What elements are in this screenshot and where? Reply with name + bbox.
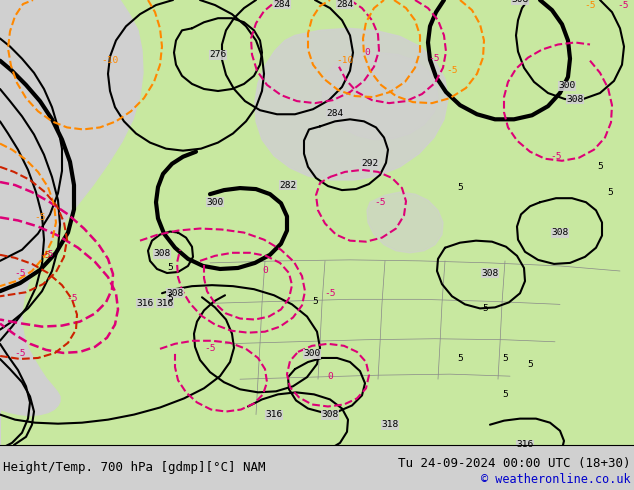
Text: 5: 5 (457, 354, 463, 364)
Text: 0: 0 (327, 371, 333, 381)
Text: 316: 316 (157, 299, 174, 308)
Text: 300: 300 (207, 198, 224, 207)
Text: 284: 284 (337, 0, 354, 8)
Text: 282: 282 (280, 180, 297, 190)
Text: -5: -5 (374, 198, 385, 207)
Text: -5: -5 (14, 349, 26, 358)
Text: 5: 5 (482, 304, 488, 313)
Text: -5: -5 (66, 294, 78, 303)
Text: 284: 284 (273, 0, 290, 8)
Text: -5: -5 (618, 0, 629, 10)
Text: 5: 5 (167, 264, 173, 272)
Text: -5: -5 (204, 344, 216, 353)
Text: 318: 318 (382, 420, 399, 429)
Text: 308: 308 (153, 249, 171, 258)
Text: 284: 284 (327, 109, 344, 118)
Text: -5: -5 (585, 0, 596, 10)
Text: © weatheronline.co.uk: © weatheronline.co.uk (481, 473, 631, 486)
Text: 316: 316 (266, 410, 283, 419)
Text: 5: 5 (502, 390, 508, 399)
Text: 308: 308 (512, 0, 529, 4)
Text: Tu 24-09-2024 00:00 UTC (18+30): Tu 24-09-2024 00:00 UTC (18+30) (398, 457, 631, 469)
Text: -10: -10 (101, 56, 119, 65)
Text: 316: 316 (136, 299, 153, 308)
Text: 0: 0 (364, 48, 370, 57)
Text: -5: -5 (550, 152, 562, 161)
Text: 0: 0 (262, 267, 268, 275)
Text: Height/Temp. 700 hPa [gdmp][°C] NAM: Height/Temp. 700 hPa [gdmp][°C] NAM (3, 461, 266, 474)
Polygon shape (0, 0, 634, 445)
Polygon shape (367, 192, 443, 253)
Text: 5: 5 (527, 360, 533, 368)
Text: 300: 300 (304, 349, 321, 358)
Text: -5: -5 (14, 269, 26, 277)
Text: -5: -5 (42, 250, 54, 259)
Text: 5: 5 (597, 162, 603, 171)
Text: 5: 5 (457, 183, 463, 192)
Text: 316: 316 (516, 441, 534, 449)
Text: 5: 5 (502, 354, 508, 364)
Text: -5: -5 (39, 251, 51, 260)
Polygon shape (0, 0, 143, 445)
Text: 308: 308 (321, 410, 339, 419)
Text: -5: -5 (324, 289, 336, 298)
Text: 308: 308 (566, 95, 584, 103)
Text: 5: 5 (167, 294, 173, 303)
Text: 308: 308 (481, 269, 498, 277)
Text: 308: 308 (166, 289, 184, 298)
Text: -10: -10 (337, 56, 354, 65)
Text: -5: -5 (446, 66, 458, 75)
Text: 276: 276 (209, 50, 226, 59)
Polygon shape (322, 52, 438, 140)
Text: -5: -5 (34, 213, 46, 222)
Text: 292: 292 (361, 159, 378, 168)
Text: 308: 308 (552, 228, 569, 237)
Text: -5: -5 (428, 54, 440, 63)
Text: 5: 5 (607, 188, 613, 196)
Text: 5: 5 (312, 297, 318, 306)
Polygon shape (255, 28, 448, 180)
Text: 300: 300 (559, 81, 576, 91)
